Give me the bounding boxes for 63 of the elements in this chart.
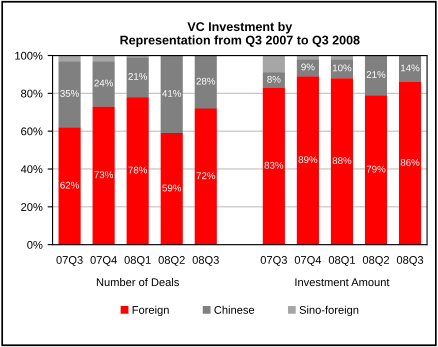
bar (330, 78, 354, 245)
chart-title: VC Investment by Representation from Q3 2007 to Q3 2008 (120, 22, 360, 48)
bar (194, 56, 217, 108)
data-label: 79% (366, 166, 386, 173)
bar (364, 56, 388, 96)
bar (398, 56, 422, 82)
data-label: 9% (301, 64, 315, 70)
y-tick-label: 40% (20, 165, 42, 174)
bar (58, 127, 81, 245)
legend-label: Chinese (214, 306, 254, 314)
text: Number of Deals (96, 278, 179, 286)
x-tick-label: 08Q1 (124, 256, 151, 266)
bar (92, 61, 115, 107)
data-label: 14% (401, 64, 420, 72)
y-tick-label: 80% (21, 90, 42, 98)
bar (364, 95, 388, 245)
data-label: 10% (332, 64, 352, 72)
bar (194, 108, 217, 245)
bar (92, 106, 115, 245)
x-tick-label: 07Q4 (90, 256, 117, 266)
x-tick-label: 07Q3 (260, 256, 287, 266)
y-tick-label: 20% (21, 203, 42, 211)
y-tick-label: 0% (27, 240, 42, 249)
data-label: 21% (366, 71, 386, 78)
x-tick-label: 08Q2 (158, 256, 185, 266)
data-label: 35% (60, 90, 79, 97)
bar (160, 56, 183, 134)
bar (126, 97, 149, 245)
data-label: 72% (196, 172, 216, 180)
legend-label: Foreign (132, 306, 169, 316)
y-tick-label: 100% (15, 52, 42, 60)
data-label: 24% (94, 80, 114, 86)
bar (296, 59, 319, 76)
data-label: 73% (94, 171, 114, 178)
bar (262, 56, 285, 73)
x-tick-label: 08Q2 (362, 256, 390, 266)
text: Investment Amount (295, 278, 390, 286)
data-label: 89% (298, 156, 318, 164)
bar (262, 88, 285, 245)
x-tick-label: 07Q4 (294, 256, 322, 266)
x-tick-label: 08Q3 (192, 256, 219, 266)
data-label: 86% (400, 159, 420, 166)
bar (160, 133, 183, 245)
data-label: 8% (267, 76, 281, 83)
data-label: 83% (264, 162, 284, 169)
bar (398, 82, 422, 245)
bar (330, 56, 354, 60)
bar (296, 56, 319, 60)
data-label: 41% (162, 90, 182, 97)
data-label: 62% (60, 182, 79, 189)
bar (58, 61, 81, 128)
x-tick-label: 08Q3 (396, 256, 424, 266)
x-tick-label: 07Q3 (56, 256, 83, 266)
data-label: 28% (196, 78, 216, 85)
y-tick-label: 60% (21, 127, 42, 136)
bar (296, 76, 319, 245)
x-tick-label: 08Q1 (328, 256, 355, 266)
bar (126, 57, 149, 98)
data-label: 21% (128, 72, 148, 80)
legend-label: Sino-foreign (300, 306, 358, 316)
data-label: 88% (332, 157, 352, 164)
data-label: 78% (128, 166, 148, 174)
data-label: 59% (162, 184, 182, 192)
